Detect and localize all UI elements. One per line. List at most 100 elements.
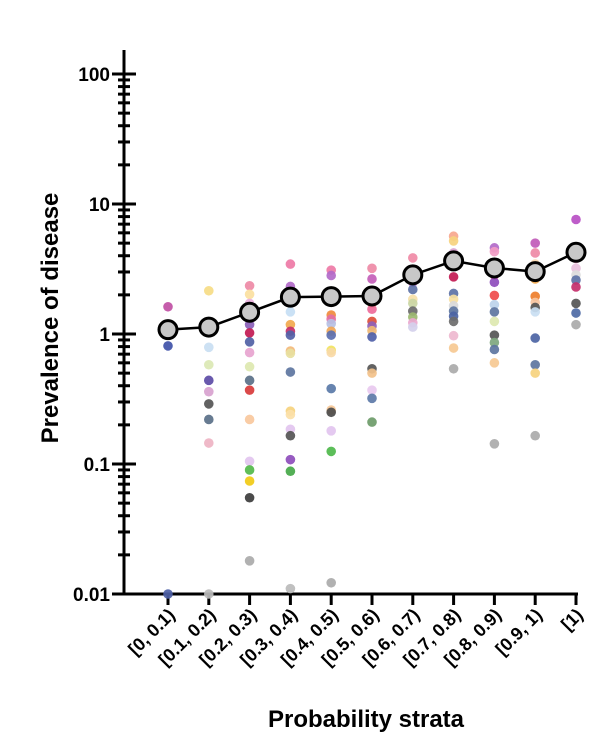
data-point [204,589,214,599]
data-point [244,385,255,395]
y-tick-label: 0.1 [84,455,111,476]
data-point [244,289,255,300]
data-point [367,417,377,427]
data-point [489,316,500,327]
overall-marker [565,241,587,263]
data-point [571,298,581,309]
data-point [244,280,255,291]
y-tick-label: 100 [78,65,110,86]
y-tick-label: 10 [89,195,110,216]
data-point [408,253,418,263]
data-point [571,308,581,318]
y-tick-label: 1 [99,325,110,346]
overall-marker [402,264,424,286]
data-point [204,399,214,409]
data-point [489,439,500,449]
data-point [204,359,214,370]
data-point [244,556,255,566]
overall-marker [320,286,342,308]
data-point [408,322,418,332]
data-point [326,383,337,394]
data-point [204,386,214,397]
data-point [448,316,459,327]
data-point [285,319,296,330]
data-point [204,375,214,386]
data-point [530,368,540,378]
data-point [489,358,500,368]
summary-layer [157,241,587,341]
data-point [285,583,296,594]
data-point [285,307,296,317]
data-point [367,332,377,342]
overall-marker [483,257,505,279]
overall-marker [524,261,546,283]
data-point [367,368,377,378]
data-point [448,272,459,282]
data-point [244,456,255,467]
data-point [571,275,581,285]
data-point [204,438,214,448]
data-point [244,476,255,486]
x-category-label: [1) [557,605,587,635]
data-point [489,299,500,310]
y-tick-label: 0.01 [73,585,110,606]
data-point [367,263,377,274]
data-point [163,341,173,351]
data-point [244,347,255,358]
data-point [326,347,337,358]
data-point [489,290,500,301]
x-axis-title: Probability strata [268,706,465,733]
data-point [326,446,337,457]
data-point [244,414,255,425]
data-point [326,426,337,436]
data-point [448,330,459,341]
data-point [530,248,540,258]
data-point [244,361,255,372]
data-point [530,333,540,343]
data-point [163,589,173,599]
data-point [244,328,255,338]
data-point [204,285,214,296]
data-point [204,342,214,353]
data-point [489,344,500,355]
points-layer [163,214,581,599]
data-point [448,343,459,353]
data-point [244,337,255,347]
data-point [530,307,540,317]
data-point [163,301,173,312]
overall-marker [157,319,179,341]
overall-marker [361,285,383,307]
data-point [367,304,377,315]
data-point [285,330,296,340]
data-point [571,319,581,330]
data-point [326,270,337,281]
data-point [448,236,459,246]
data-point [489,337,500,348]
overall-marker [443,250,465,272]
data-point [530,238,540,248]
data-point [285,409,296,420]
overall-marker [279,286,301,308]
data-point [571,282,581,292]
data-point [326,577,337,588]
data-point [244,375,255,386]
data-point [489,277,500,288]
data-point [448,363,459,374]
data-point [489,330,500,340]
data-point [489,307,500,317]
data-point [530,359,540,370]
data-point [408,298,418,309]
data-point [285,259,296,269]
data-point [326,407,337,418]
x-category-label: [0.9, 1) [492,605,546,659]
data-point [408,284,418,295]
data-point [244,465,255,475]
overall-marker [239,301,261,323]
data-point [285,454,296,465]
data-point [326,330,337,340]
data-point [244,492,255,503]
overall-marker [198,316,220,338]
data-point [326,318,337,329]
data-point [367,393,377,404]
